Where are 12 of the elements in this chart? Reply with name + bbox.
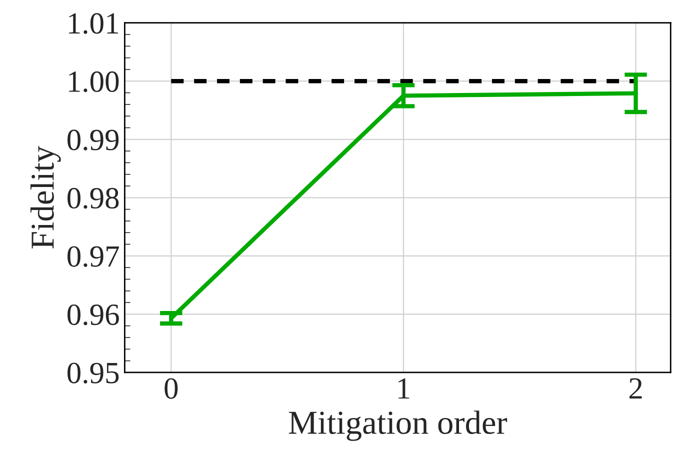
x-axis-title: Mitigation order <box>288 410 508 441</box>
y-tick-label: 0.99 <box>68 130 119 150</box>
text: 1.00 <box>69 71 119 92</box>
y-tick-label: 0.96 <box>68 304 119 326</box>
y-tick-label: 0.98 <box>68 188 119 209</box>
x-tick-label: 2 <box>629 378 642 399</box>
x-tick-label: 1 <box>398 378 410 399</box>
x-tick-label: 0 <box>164 378 178 399</box>
y-axis-title: Fidelity <box>30 146 61 249</box>
y-tick-label: 0.97 <box>68 246 119 267</box>
y-tick-label: 0.95 <box>68 362 119 384</box>
y-tick-label: 1.01 <box>69 13 118 34</box>
